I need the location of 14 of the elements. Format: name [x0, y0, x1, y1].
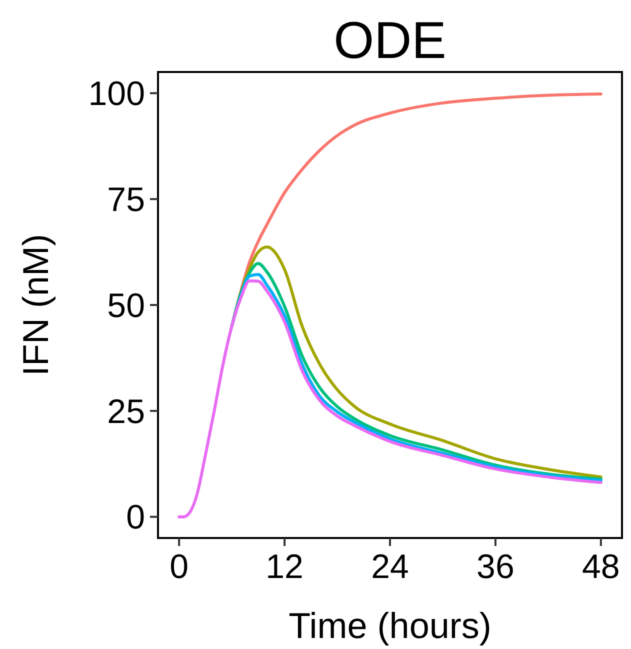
y-tick-label: 100: [88, 75, 145, 114]
y-tick-label: 25: [107, 392, 145, 431]
x-axis-title: Time (hours): [288, 605, 492, 646]
x-tick-label: 0: [170, 548, 189, 586]
x-tick-label: 24: [371, 548, 409, 586]
y-tick-label: 0: [126, 498, 145, 537]
x-tick-label: 36: [476, 548, 514, 586]
y-tick-label: 50: [107, 286, 145, 325]
y-tick-label: 75: [107, 180, 145, 219]
x-tick-label: 48: [582, 548, 620, 586]
x-tick-label: 12: [266, 548, 304, 586]
chart-title: ODE: [334, 12, 446, 70]
line-series: [178, 279, 602, 518]
y-axis-title: IFN (nM): [15, 234, 56, 376]
